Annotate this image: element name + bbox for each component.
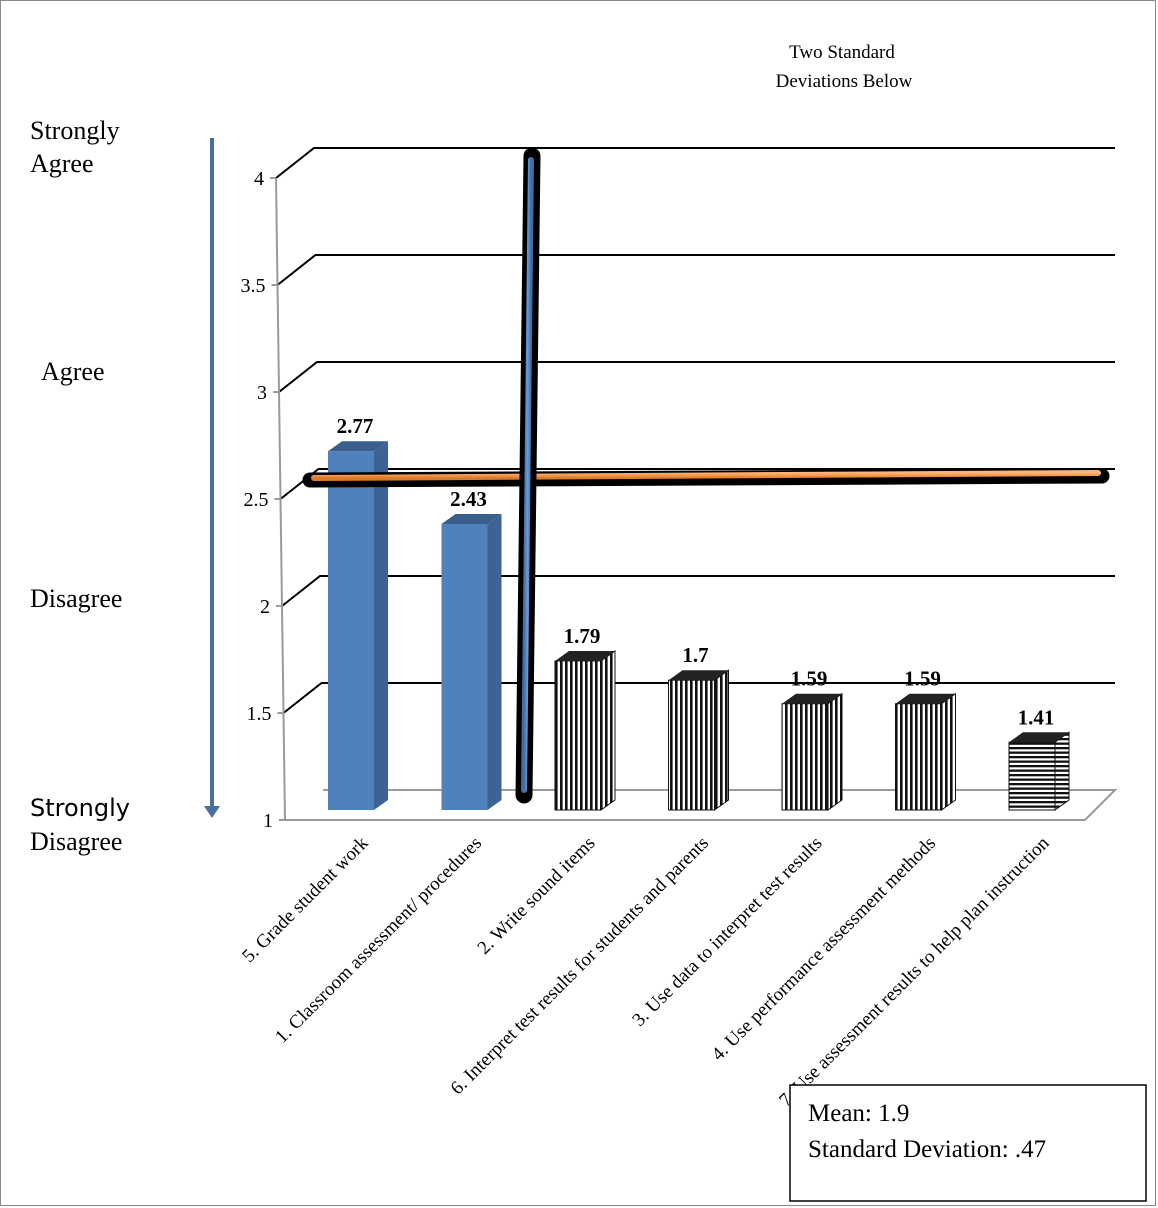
x-category-label: 6. Interpret test results for students a… xyxy=(447,833,713,1099)
stats-box: Mean: 1.9 Standard Deviation: .47 xyxy=(789,1084,1147,1202)
scale-strongly-agree-line-2: Agree xyxy=(30,149,94,178)
bar xyxy=(1008,731,1070,811)
gridline xyxy=(279,468,1115,500)
bar xyxy=(441,513,502,810)
y-tick-label: 2 xyxy=(260,596,270,618)
gridline xyxy=(276,254,1115,286)
scale-arrow-head-icon xyxy=(204,806,220,818)
data-label: 1.59 xyxy=(904,667,941,691)
data-label: 2.77 xyxy=(337,414,374,438)
scale-strongly-agree-line-1: Strongly xyxy=(30,116,120,145)
x-category-label: 5. Grade student work xyxy=(238,832,373,967)
x-category-label: 4. Use performance assessment methods xyxy=(708,833,940,1065)
y-tick-label: 3 xyxy=(257,382,267,404)
bar xyxy=(781,692,843,811)
x-category-label: 2. Write sound items xyxy=(474,833,600,959)
scale-agree: Agree xyxy=(41,357,105,386)
scale-strongly-disagree-line-2: Disagree xyxy=(30,827,122,856)
bars xyxy=(328,441,1070,811)
divider-line xyxy=(515,147,541,804)
threshold-line xyxy=(302,468,1110,488)
annotation-line-1: Two Standard xyxy=(789,42,895,63)
data-labels: 2.77 2.43 1.79 1.7 1.59 1.59 1.41 xyxy=(337,414,1055,729)
stats-mean: Mean: 1.9 xyxy=(808,1100,909,1127)
data-label: 1.59 xyxy=(791,667,828,691)
y-axis-ticks: 1 1.5 2 2.5 3 3.5 4 xyxy=(241,168,285,832)
bar xyxy=(554,649,616,811)
y-tick-label: 2.5 xyxy=(244,489,269,511)
x-category-label: 7. Use assessment results to help plan i… xyxy=(775,832,1054,1111)
data-label: 1.79 xyxy=(564,624,601,648)
gridline xyxy=(282,682,1115,714)
data-label: 1.41 xyxy=(1018,705,1055,729)
stats-sd: Standard Deviation: .47 xyxy=(808,1136,1046,1163)
scale-disagree: Disagree xyxy=(30,584,122,613)
scale-strongly-disagree-line-1: Strongly xyxy=(30,794,130,822)
y-tick-label: 3.5 xyxy=(241,275,266,297)
x-category-label: 1. Classroom assessment/ procedures xyxy=(271,833,486,1048)
gridline xyxy=(278,361,1115,393)
x-category-label: 3. Use data to interpret test results xyxy=(628,833,826,1031)
data-label: 2.43 xyxy=(450,487,487,511)
y-tick-label: 4 xyxy=(254,168,264,190)
gridline xyxy=(275,147,1115,179)
bar xyxy=(668,669,729,811)
annotation-line-2: Deviations Below xyxy=(776,71,913,92)
data-label: 1.7 xyxy=(682,643,708,667)
bar xyxy=(328,441,388,810)
gridline xyxy=(281,575,1115,607)
bar xyxy=(895,692,956,811)
y-tick-label: 1.5 xyxy=(247,703,272,725)
y-tick-label: 1 xyxy=(263,810,273,832)
